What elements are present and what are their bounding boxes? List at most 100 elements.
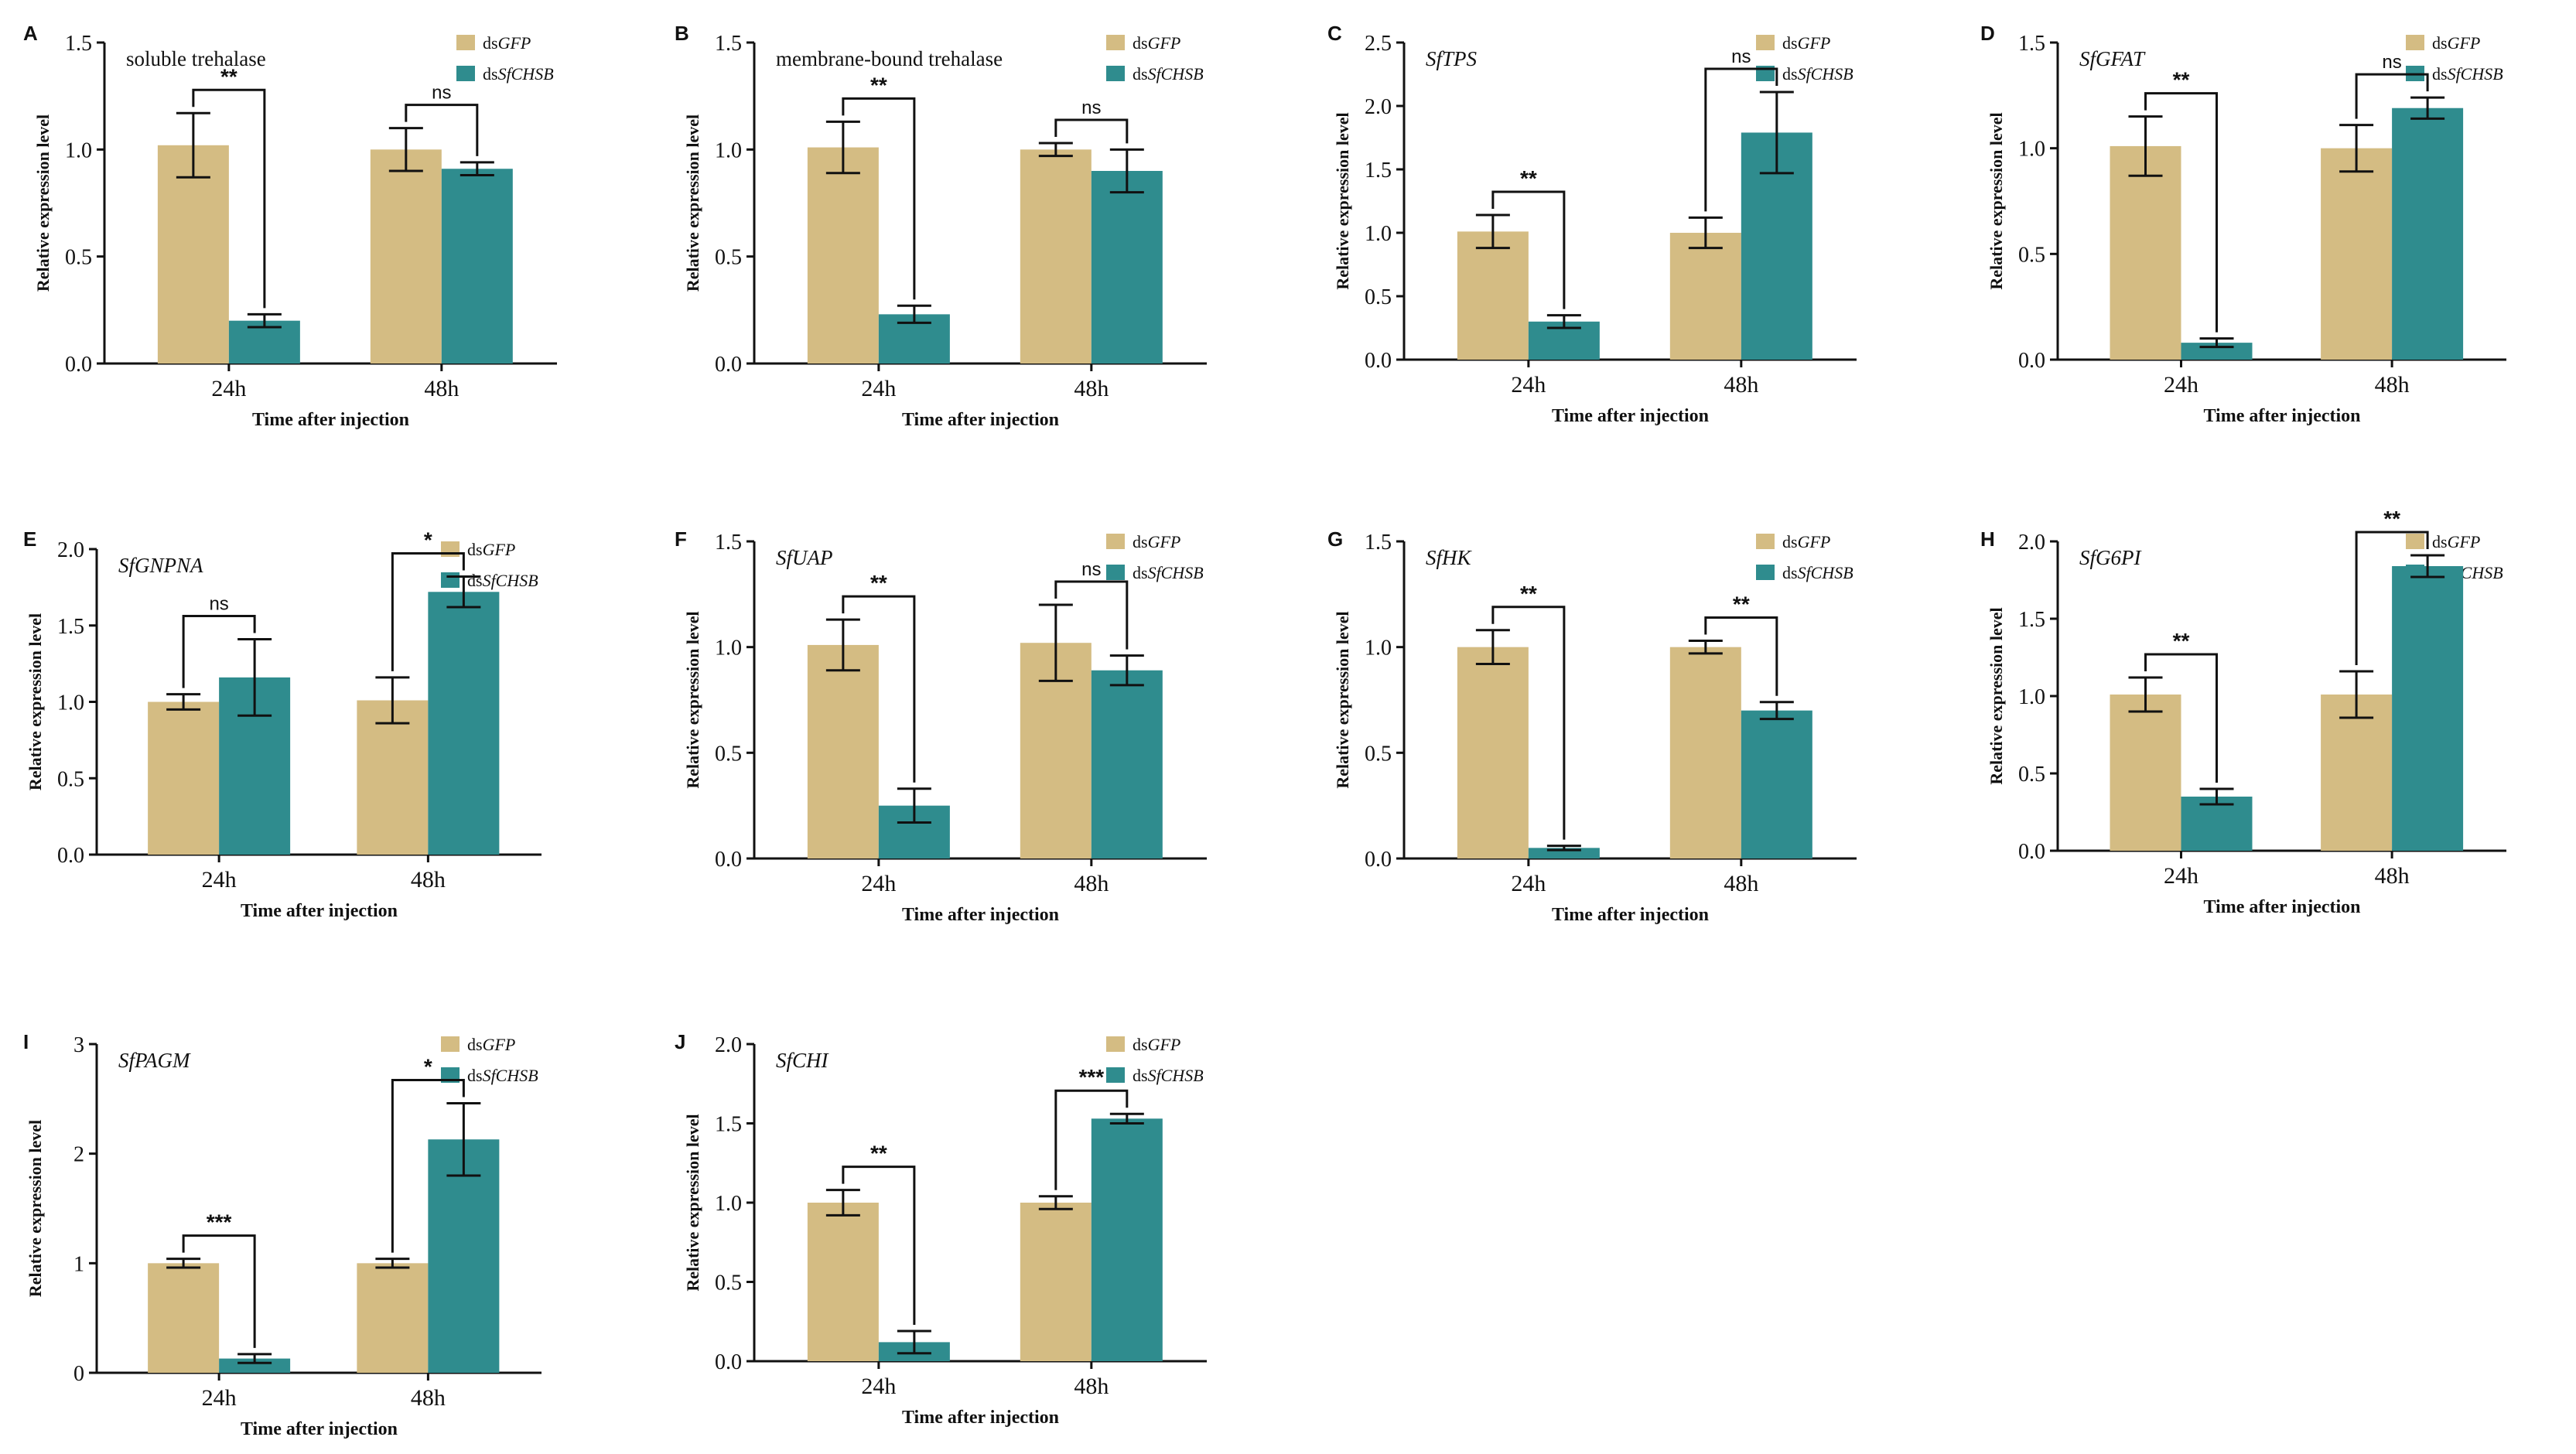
bar-dsgfp-24h [1457,231,1529,360]
panel-letter: H [1980,527,1995,551]
significance-label: ns [1081,97,1101,118]
y-tick-label: 0.5 [1365,285,1392,309]
significance-bracket [1054,118,1129,144]
panel-c: C 0.0 0.5 1.0 1.5 2.0 2.5 Relative expression l… [1327,22,1857,426]
significance-label: ns [1081,559,1101,580]
panel-title: membrane-bound trehalase [776,47,1003,70]
x-tick-label: 48h [411,1385,446,1411]
y-tick-label: 0.5 [65,246,92,270]
x-tick-label: 24h [202,867,237,893]
y-tick-label: 0.5 [1365,742,1392,766]
bar-dssfchsb-48h [441,169,513,364]
panel-title: SfTPS [1426,47,1478,70]
legend-label-dsgfp: dsGFP [483,33,531,53]
y-axis-label: Relative expression level [683,114,702,292]
bar-dssfchsb-48h [428,592,500,855]
bar-dsgfp-24h [807,1203,879,1361]
legend-label-dssfchsb: dsSfCHSB [1133,64,1204,84]
y-tick-label: 1.0 [2018,138,2045,162]
y-tick-label: 0.5 [57,767,84,791]
y-axis-label: Relative expression level [26,613,45,790]
significance-label: ** [1520,166,1537,190]
bar-dsgfp-48h [1020,149,1092,364]
significance-label: ** [220,64,237,88]
y-tick-label: 1.0 [715,637,742,660]
y-axis-label: Relative expression level [26,1120,45,1297]
y-axis-label: Relative expression level [1987,607,2006,784]
y-tick-label: 1.5 [1365,531,1392,555]
significance-label: ns [209,594,228,615]
significance-bracket [1704,67,1778,212]
significance-label: *** [1078,1065,1104,1089]
panel-title: soluble trehalase [126,47,266,70]
y-tick-label: 2.0 [2018,531,2045,555]
y-tick-label: 1.0 [715,1192,742,1216]
y-axis-label: Relative expression level [1987,112,2006,289]
y-tick-label: 1.5 [715,1113,742,1137]
panel-h: H 0.0 0.5 1.0 1.5 2.0 Relative expression leve… [1980,507,2506,917]
legend-label-dsgfp: dsGFP [467,1035,515,1054]
panel-letter: A [23,22,38,45]
legend-label-dsgfp: dsGFP [1133,1035,1180,1054]
significance-label: ** [2173,629,2190,653]
y-tick-label: 1.0 [65,138,92,162]
significance-label: ** [2173,68,2190,92]
y-tick-label: 1.5 [1365,159,1392,183]
bar-dssfchsb-48h [2392,566,2464,851]
y-tick-label: 1 [73,1252,84,1276]
bar-dsgfp-48h [357,1263,429,1373]
bar-dsgfp-48h [357,700,429,855]
x-tick-label: 24h [861,376,896,401]
panel-letter: J [675,1030,685,1053]
y-tick-label: 0.5 [715,246,742,270]
bar-dssfchsb-24h [2181,797,2253,851]
significance-label: ** [870,1142,887,1166]
legend-swatch-dsgfp [2406,35,2424,50]
y-tick-label: 0.0 [715,1350,742,1374]
x-tick-label: 24h [211,376,246,401]
y-tick-label: 1.0 [57,691,84,715]
significance-label: ** [2383,507,2400,531]
significance-bracket [2144,653,2218,783]
bar-dssfchsb-48h [2392,108,2464,360]
bar-dssfchsb-48h [1091,670,1163,858]
panel-letter: B [675,22,689,45]
x-tick-label: 48h [1074,1374,1109,1399]
y-tick-label: 0.0 [715,353,742,377]
y-axis-label: Relative expression level [683,611,702,788]
legend-label-dsgfp: dsGFP [467,540,515,559]
legend-label-dssfchsb: dsSfCHSB [467,1066,538,1085]
y-tick-label: 3 [73,1033,84,1057]
significance-label: ns [1731,46,1751,67]
panel-letter: F [675,527,687,551]
y-tick-label: 0.5 [715,742,742,766]
panel-title: SfGNPNA [118,554,203,577]
x-tick-label: 48h [411,867,446,893]
legend-label-dsgfp: dsGFP [1782,33,1830,53]
x-tick-label: 48h [424,376,459,401]
bar-dsgfp-24h [2110,145,2181,360]
y-axis-label: Relative expression level [1333,611,1352,788]
bar-dsgfp-48h [1669,233,1741,360]
x-tick-label: 24h [1511,871,1546,896]
significance-bracket [1054,1089,1129,1190]
legend-label-dssfchsb: dsSfCHSB [1782,563,1853,582]
legend-label-dssfchsb: dsSfCHSB [1782,64,1853,84]
legend-label-dssfchsb: dsSfCHSB [483,64,554,84]
bar-dsgfp-24h [157,145,229,364]
panel-title: SfG6PI [2079,546,2142,569]
x-axis-label: Time after injection [241,901,398,921]
y-tick-label: 1.0 [715,138,742,162]
bar-dsgfp-24h [1457,647,1529,858]
legend-swatch-dssfchsb [456,66,475,81]
y-tick-label: 1.5 [2018,608,2045,632]
bar-dsgfp-24h [2110,695,2181,851]
bar-dsgfp-48h [370,149,442,364]
significance-label: ** [1733,592,1750,616]
significance-bracket [1491,190,1566,309]
legend-swatch-dssfchsb [441,572,460,588]
bar-dsgfp-48h [2321,148,2393,360]
x-tick-label: 48h [2375,863,2410,889]
x-tick-label: 48h [1724,871,1758,896]
